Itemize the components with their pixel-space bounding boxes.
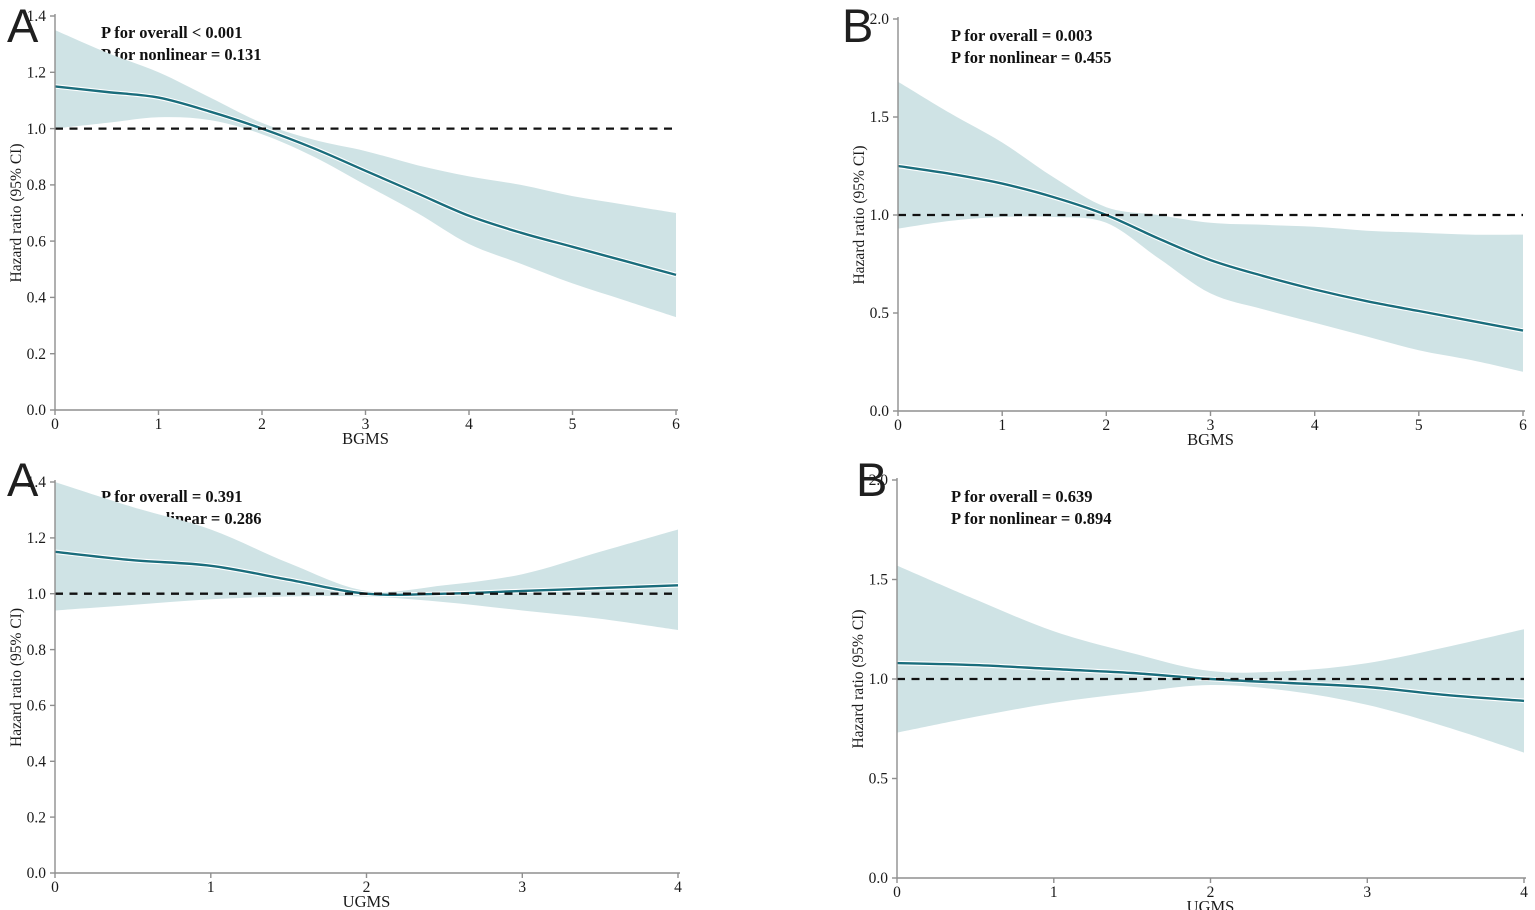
x-tick-label: 1 bbox=[998, 417, 1006, 434]
y-tick-label: 0.0 bbox=[870, 403, 890, 420]
panel-bottom-left-ugms-a: A P for overall = 0.391 P for nonlinear … bbox=[0, 455, 767, 910]
y-tick-label: 1.4 bbox=[27, 474, 47, 491]
p-value-annotation: P for overall = 0.639 P for nonlinear = … bbox=[951, 487, 1112, 528]
x-tick-label: 4 bbox=[1311, 417, 1319, 434]
confidence-band bbox=[55, 30, 676, 318]
y-tick-label: 0.2 bbox=[27, 346, 46, 363]
spline-plot-svg: 1.4 1.2 1.0 0.8 0.6 0.4 0.2 0.00 1 2 3 4 5 6 BGMS Hazar… bbox=[8, 8, 680, 448]
x-tick-label: 3 bbox=[362, 416, 370, 433]
y-tick-label: 1.5 bbox=[869, 572, 889, 589]
y-tick-label: 0.5 bbox=[869, 771, 889, 788]
confidence-band bbox=[897, 565, 1524, 753]
x-tick-label: 2 bbox=[363, 879, 371, 896]
y-tick-label: 1.0 bbox=[27, 586, 47, 603]
y-axis-title: Hazard ratio (95% CI) bbox=[850, 609, 867, 748]
x-tick-label: 6 bbox=[1519, 417, 1527, 434]
y-tick-label: 0.8 bbox=[27, 177, 47, 194]
x-axis-title: UGMS bbox=[1187, 897, 1235, 910]
spline-plot-svg: 2.0 1.5 1.0 0.5 0.00 1 2 3 4 5 6 BGMS Hazard ratio (… bbox=[851, 11, 1527, 449]
spline-plot-svg: 1.4 1.2 1.0 0.8 0.6 0.4 0.2 0.00 1 2 3 4 UGMS Hazard … bbox=[8, 474, 682, 910]
y-tick-label: 0.0 bbox=[27, 402, 47, 419]
hazard-ratio-curve bbox=[896, 661, 1525, 703]
y-tick-label: 0.4 bbox=[27, 290, 47, 307]
x-tick-label: 3 bbox=[518, 879, 526, 896]
y-tick-label: 1.5 bbox=[870, 109, 890, 126]
x-tick-label: 0 bbox=[893, 884, 901, 901]
x-axis-title: UGMS bbox=[343, 892, 391, 910]
y-tick-label: 1.2 bbox=[27, 530, 46, 547]
x-tick-label: 2 bbox=[1207, 884, 1215, 901]
y-tick-label: 1.4 bbox=[27, 8, 47, 25]
y-tick-label: 0.8 bbox=[27, 642, 47, 659]
y-tick-label: 1.0 bbox=[27, 121, 47, 138]
panel-letter: B bbox=[842, 0, 874, 52]
x-tick-label: 3 bbox=[1207, 417, 1215, 434]
x-tick-label: 4 bbox=[465, 416, 473, 433]
panel-bottom-right-ugms-b: B P for overall = 0.639 P for nonlinear … bbox=[768, 455, 1535, 910]
y-tick-label: 0.5 bbox=[870, 305, 890, 322]
x-tick-label: 0 bbox=[51, 416, 59, 433]
y-tick-label: 1.0 bbox=[869, 671, 889, 688]
y-tick-label: 2.0 bbox=[870, 11, 890, 28]
hazard-ratio-curve bbox=[54, 85, 677, 277]
y-tick-label: 0.6 bbox=[27, 698, 47, 715]
panel-letter: A bbox=[7, 0, 39, 52]
p-value-annotation: P for overall = 0.003 P for nonlinear = … bbox=[951, 26, 1112, 67]
spline-plot-svg: 2.0 1.5 1.0 0.5 0.00 1 2 3 4 UGMS Hazard ratio (95… bbox=[850, 472, 1528, 910]
x-tick-label: 1 bbox=[207, 879, 215, 896]
x-tick-label: 1 bbox=[155, 416, 163, 433]
confidence-band bbox=[55, 482, 678, 630]
y-tick-label: 0.6 bbox=[27, 233, 47, 250]
y-tick-label: 0.2 bbox=[27, 809, 46, 826]
y-tick-label: 0.4 bbox=[27, 754, 47, 771]
x-tick-label: 2 bbox=[258, 416, 266, 433]
x-tick-label: 0 bbox=[894, 417, 902, 434]
panel-top-right-bgms-b: B P for overall = 0.003 P for nonlinear … bbox=[768, 0, 1535, 455]
y-tick-label: 0.0 bbox=[27, 865, 47, 882]
x-tick-label: 3 bbox=[1363, 884, 1371, 901]
y-tick-label: 1.2 bbox=[27, 65, 46, 82]
y-tick-label: 0.0 bbox=[869, 870, 889, 887]
y-axis-title: Hazard ratio (95% CI) bbox=[8, 143, 25, 282]
x-tick-label: 4 bbox=[1520, 884, 1528, 901]
y-tick-label: 2.0 bbox=[869, 472, 889, 489]
y-axis-title: Hazard ratio (95% CI) bbox=[8, 608, 25, 747]
x-axis-title: BGMS bbox=[342, 429, 389, 448]
y-tick-label: 1.0 bbox=[870, 207, 890, 224]
x-tick-label: 5 bbox=[569, 416, 577, 433]
hazard-ratio-curve bbox=[897, 164, 1524, 332]
panel-top-left-bgms-a: A P for overall < 0.001 P for nonlinear … bbox=[0, 0, 767, 455]
x-tick-label: 2 bbox=[1102, 417, 1110, 434]
x-tick-label: 4 bbox=[674, 879, 682, 896]
x-tick-label: 1 bbox=[1050, 884, 1058, 901]
panel-letter: A bbox=[7, 453, 39, 506]
confidence-band bbox=[898, 81, 1523, 372]
x-tick-label: 6 bbox=[672, 416, 680, 433]
y-axis-title: Hazard ratio (95% CI) bbox=[851, 145, 868, 284]
x-axis-title: BGMS bbox=[1187, 430, 1234, 449]
x-tick-label: 5 bbox=[1415, 417, 1423, 434]
panel-letter: B bbox=[856, 453, 888, 506]
x-tick-label: 0 bbox=[51, 879, 59, 896]
